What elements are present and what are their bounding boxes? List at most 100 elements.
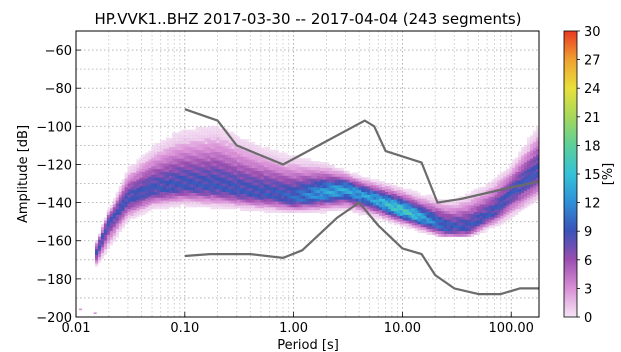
density-cell bbox=[154, 194, 158, 198]
density-cell bbox=[373, 193, 377, 197]
density-cell bbox=[521, 152, 525, 156]
density-cell bbox=[529, 178, 534, 182]
density-cell bbox=[343, 170, 347, 174]
density-cell bbox=[112, 229, 117, 234]
density-cell bbox=[447, 219, 451, 223]
density-cell bbox=[453, 230, 457, 234]
density-cell bbox=[97, 247, 102, 252]
density-cell bbox=[186, 155, 190, 159]
density-cell bbox=[219, 140, 223, 144]
density-cell bbox=[284, 181, 288, 185]
density-cell bbox=[139, 157, 143, 161]
density-cell bbox=[130, 212, 134, 216]
density-cell bbox=[390, 196, 395, 200]
x-axis-label: Period [s] bbox=[277, 338, 339, 352]
density-cell bbox=[248, 190, 253, 194]
density-cell bbox=[234, 168, 238, 173]
density-cell bbox=[204, 143, 208, 148]
density-cell bbox=[177, 158, 182, 162]
density-cell bbox=[423, 226, 427, 231]
density-cell bbox=[438, 202, 442, 206]
density-cell bbox=[254, 187, 259, 192]
density-cell bbox=[278, 206, 282, 211]
density-cell bbox=[118, 194, 122, 198]
density-cell bbox=[343, 176, 347, 180]
outlier-points bbox=[79, 308, 97, 314]
density-cell bbox=[337, 202, 341, 206]
density-cell bbox=[527, 137, 531, 141]
density-cell bbox=[109, 230, 114, 234]
density-cell bbox=[497, 197, 501, 201]
density-cell bbox=[237, 150, 241, 154]
density-cell bbox=[192, 186, 196, 191]
density-cell bbox=[529, 135, 534, 139]
noise-model-lines bbox=[184, 108, 539, 296]
density-cell bbox=[450, 202, 454, 206]
density-cell bbox=[293, 204, 297, 208]
density-cell bbox=[112, 198, 117, 202]
density-cell bbox=[299, 161, 303, 165]
density-cell bbox=[142, 211, 146, 215]
density-cell bbox=[195, 132, 199, 136]
density-cell bbox=[408, 217, 412, 221]
density-cell bbox=[275, 178, 279, 182]
density-cell bbox=[358, 184, 362, 188]
density-cell bbox=[293, 186, 297, 191]
density-cell bbox=[461, 199, 466, 203]
density-cell bbox=[479, 186, 483, 191]
density-cell bbox=[364, 188, 368, 193]
density-cell bbox=[201, 186, 205, 191]
density-cell bbox=[275, 172, 279, 176]
density-cell bbox=[535, 177, 539, 181]
density-cell bbox=[331, 167, 335, 172]
density-cell bbox=[311, 163, 315, 168]
density-cell bbox=[305, 198, 309, 202]
density-cell bbox=[115, 225, 119, 230]
density-cell bbox=[331, 199, 335, 203]
density-cell bbox=[488, 225, 492, 229]
density-cell bbox=[429, 200, 433, 204]
density-cell bbox=[148, 150, 152, 154]
density-cell bbox=[139, 194, 143, 198]
density-cell bbox=[248, 202, 253, 206]
density-cell bbox=[219, 180, 223, 184]
density-cell bbox=[263, 195, 267, 199]
density-cell bbox=[287, 172, 291, 176]
density-cell bbox=[461, 216, 466, 220]
density-cell bbox=[352, 201, 356, 205]
density-cell bbox=[491, 219, 495, 223]
density-cell bbox=[284, 172, 288, 176]
density-cell bbox=[529, 146, 534, 151]
density-cell bbox=[174, 161, 179, 165]
density-cell bbox=[408, 225, 412, 230]
density-cell bbox=[417, 195, 421, 199]
density-cell bbox=[109, 242, 114, 246]
density-cell bbox=[121, 225, 125, 229]
density-cell bbox=[263, 161, 267, 165]
density-cell bbox=[171, 169, 176, 173]
density-cell bbox=[532, 136, 537, 140]
density-cell bbox=[420, 198, 424, 202]
density-cell bbox=[254, 164, 259, 169]
density-cell bbox=[491, 179, 495, 183]
density-cell bbox=[183, 204, 188, 208]
density-cell bbox=[284, 192, 288, 196]
density-cell bbox=[521, 166, 525, 171]
density-cell bbox=[316, 175, 321, 179]
density-cell bbox=[166, 154, 170, 158]
density-cell bbox=[168, 158, 173, 162]
density-cell bbox=[529, 152, 534, 156]
density-cell bbox=[213, 151, 217, 155]
density-cell bbox=[293, 192, 297, 196]
density-cell bbox=[242, 170, 247, 174]
colorbar-label: [%] bbox=[601, 163, 616, 186]
density-cell bbox=[257, 156, 262, 160]
density-cell bbox=[142, 160, 146, 164]
density-cell bbox=[151, 168, 155, 173]
density-cell bbox=[142, 197, 146, 201]
density-cell bbox=[219, 168, 223, 173]
density-cell bbox=[219, 171, 223, 175]
density-cell bbox=[453, 210, 457, 214]
density-cell bbox=[509, 178, 513, 182]
density-cell bbox=[287, 186, 291, 191]
